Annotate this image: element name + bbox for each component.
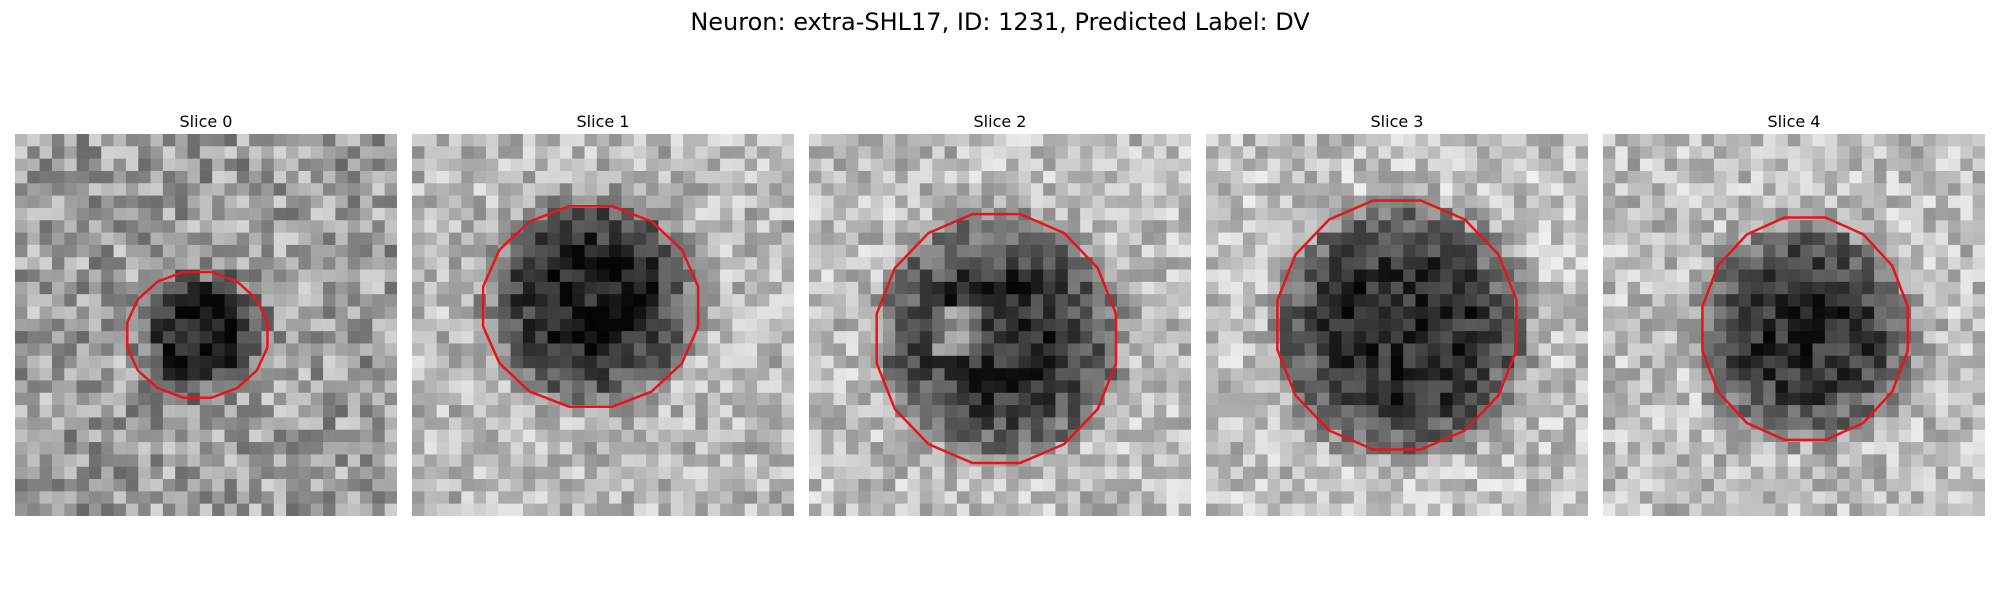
slice-title-4: Slice 4 [1767,112,1821,131]
slice-title-3: Slice 3 [1370,112,1424,131]
slice-title-1: Slice 1 [576,112,630,131]
slice-panel-0: Slice 0 [15,110,397,516]
slice-image-0 [15,134,397,516]
segmentation-contour [875,212,1118,465]
slice-image-2 [809,134,1191,516]
segmentation-contour [126,270,269,399]
slice-title-0: Slice 0 [179,112,233,131]
segmentation-contour [1701,216,1910,442]
segmentation-contour [481,204,700,409]
slice-title-2: Slice 2 [973,112,1027,131]
slice-panel-1: Slice 1 [412,110,794,516]
slice-image-3 [1206,134,1588,516]
segmentation-contour [1276,199,1518,451]
slice-image-4 [1603,134,1985,516]
slice-panel-4: Slice 4 [1603,110,1985,516]
figure-title: Neuron: extra-SHL17, ID: 1231, Predicted… [690,8,1310,36]
slice-panel-2: Slice 2 [809,110,1191,516]
slice-image-1 [412,134,794,516]
slice-panel-3: Slice 3 [1206,110,1588,516]
